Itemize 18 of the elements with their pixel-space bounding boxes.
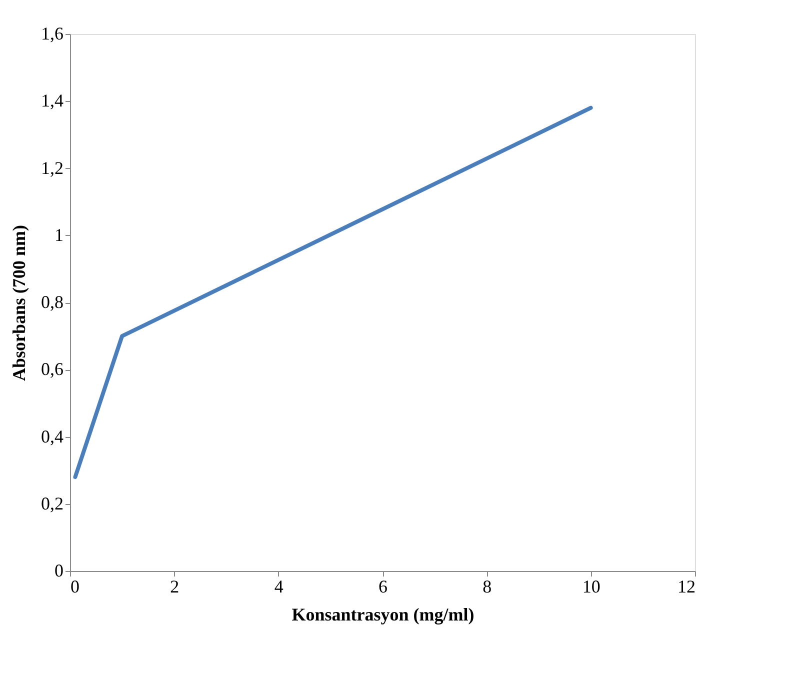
x-axis-title: Konsantrasyon (mg/ml) bbox=[292, 604, 474, 624]
y-tick-label: 0,4 bbox=[41, 426, 64, 446]
y-tick-label: 1,4 bbox=[41, 90, 64, 111]
y-tick-label: 0,6 bbox=[41, 359, 64, 380]
x-tick-label: 10 bbox=[582, 576, 600, 596]
x-tick-label: 6 bbox=[378, 576, 388, 596]
x-tick-label: 2 bbox=[170, 576, 180, 596]
y-tick-label: 0 bbox=[54, 560, 64, 580]
y-axis-title: Absorbans (700 nm) bbox=[9, 224, 29, 382]
y-tick-label: 1,2 bbox=[41, 158, 64, 178]
x-tick-label: 12 bbox=[678, 576, 696, 596]
y-tick-label: 0,8 bbox=[41, 292, 64, 312]
y-tick-label: 1,6 bbox=[41, 24, 64, 44]
y-tick-label: 0,2 bbox=[41, 493, 64, 514]
x-tick-label: 0 bbox=[70, 576, 80, 596]
y-tick-label: 1 bbox=[54, 224, 64, 245]
x-tick-label: 8 bbox=[482, 576, 492, 596]
x-tick-label: 4 bbox=[274, 576, 284, 596]
